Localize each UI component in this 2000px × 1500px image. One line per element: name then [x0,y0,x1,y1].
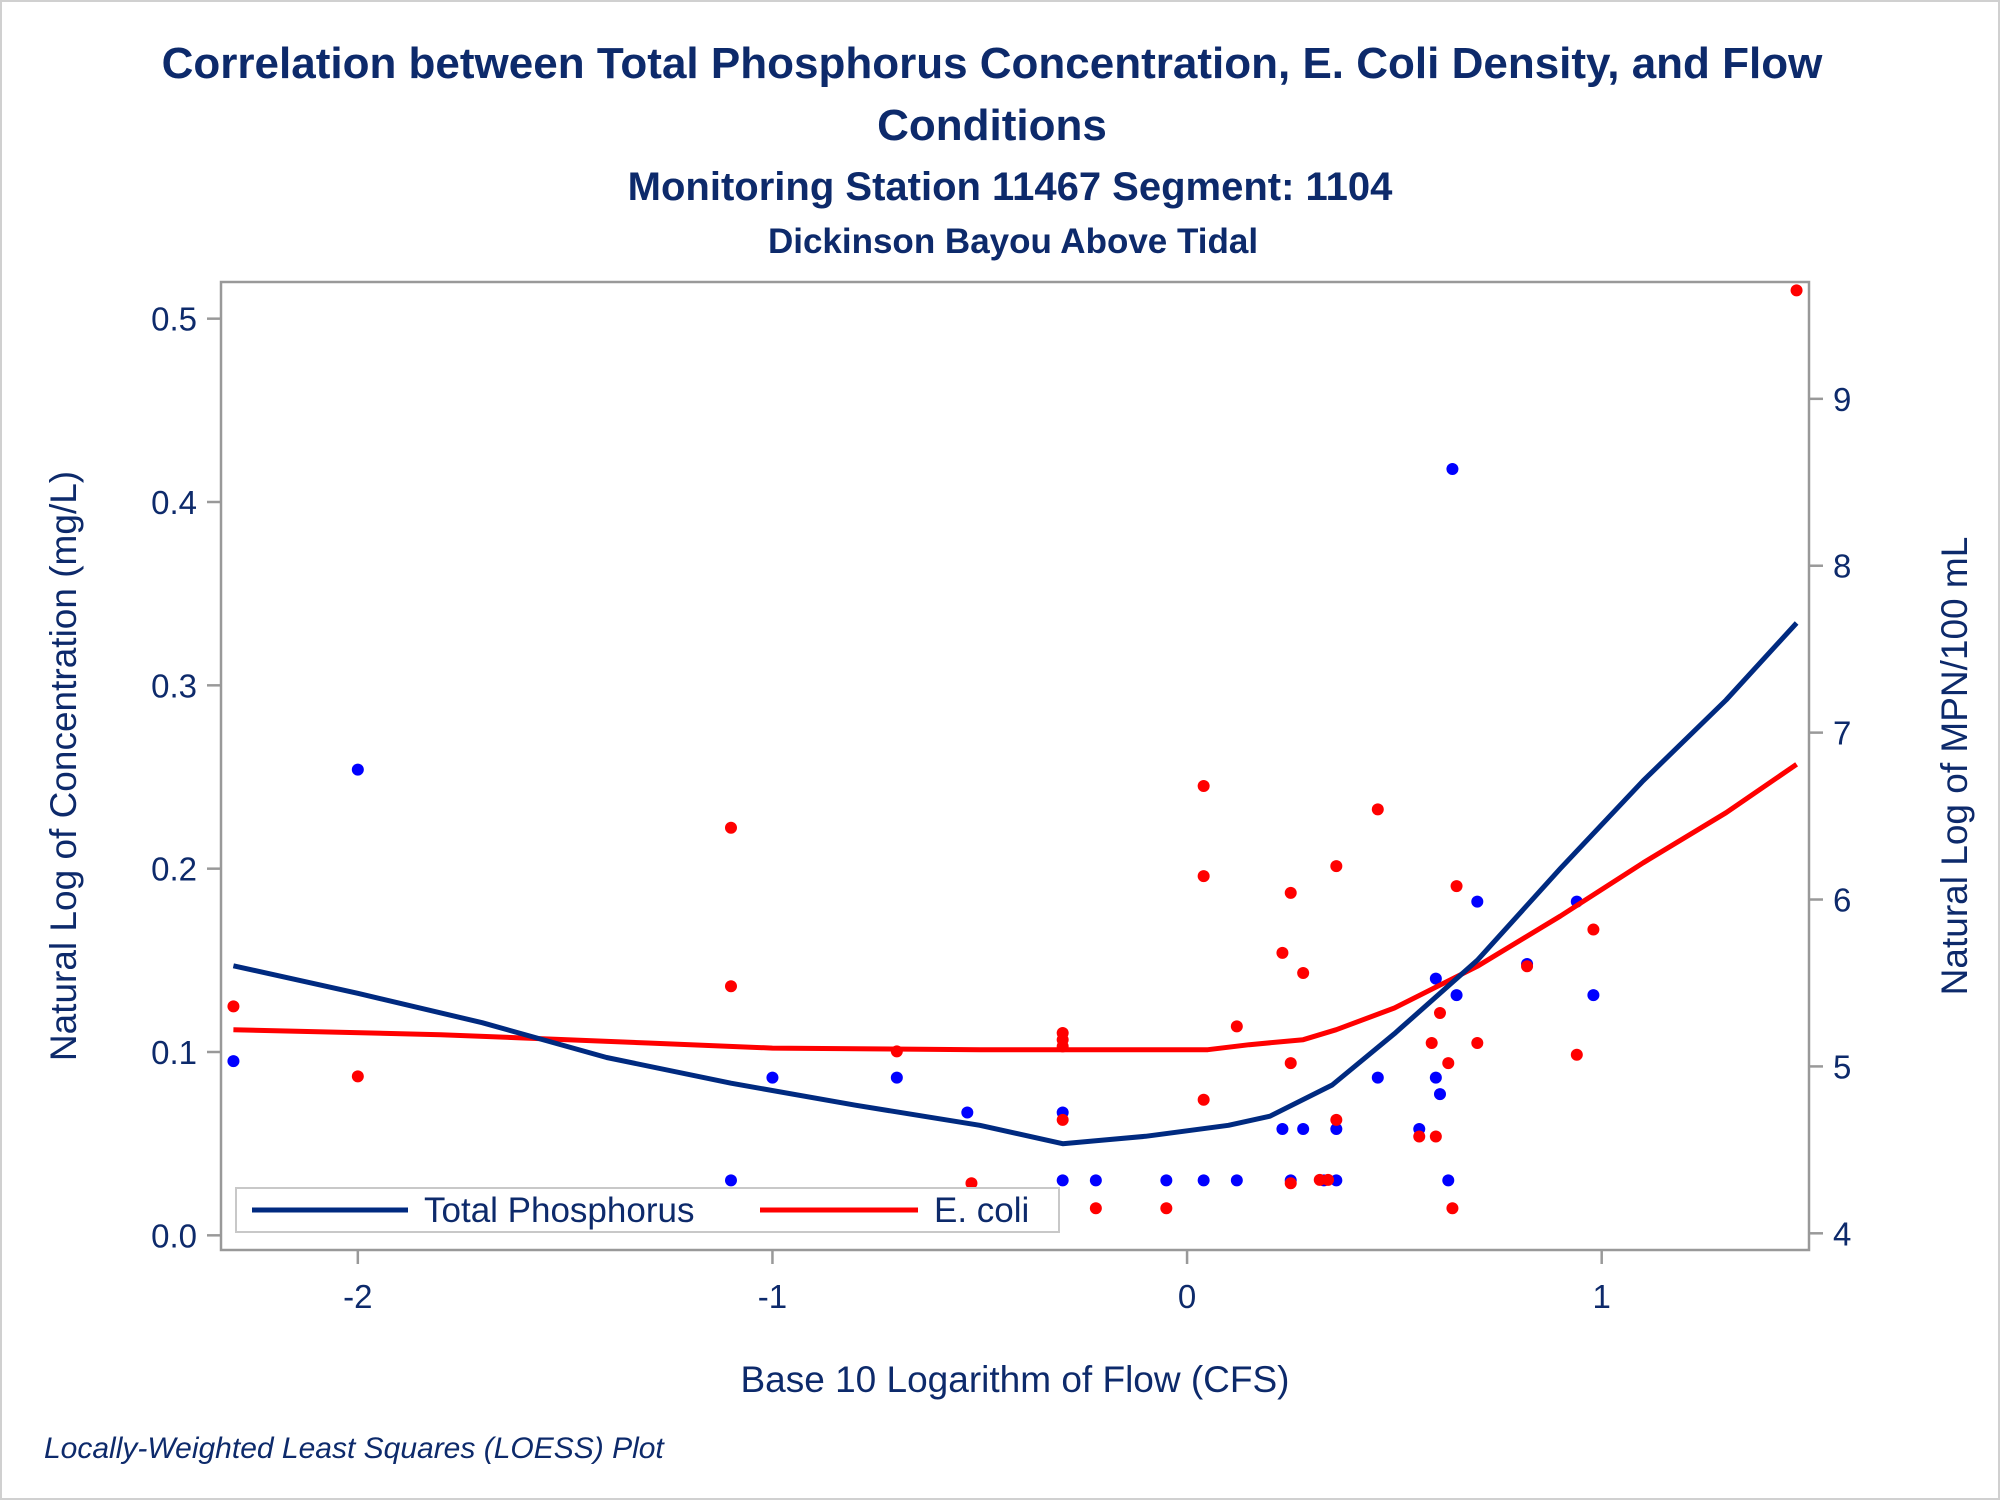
chart-subtitle: Monitoring Station 11467 Segment: 1104 [628,165,1393,209]
ecoli-point-34 [1471,1037,1484,1050]
footnote: Locally-Weighted Least Squares (LOESS) P… [44,1432,665,1465]
ecoli-point-12 [1160,1202,1173,1215]
ecoli-point-30 [1433,1007,1446,1020]
legend: Total Phosphorus E. coli [235,1187,1060,1233]
ecoli-point-26 [1371,803,1384,816]
chart-title-line2: Conditions [877,101,1107,150]
phosphorus-point-21 [1429,1071,1442,1084]
phosphorus-points [227,463,1600,1187]
left-tick-label-4: 0.4 [151,484,197,521]
ecoli-point-2 [724,821,737,834]
ecoli-point-29 [1429,1130,1442,1143]
phosphorus-point-16 [1330,1123,1343,1135]
ecoli-point-15 [1197,1093,1210,1106]
left-axis-ticks: 0.0 0.1 0.2 0.3 0.4 0.5 [151,301,221,1254]
ecoli-point-24 [1330,860,1343,873]
phosphorus-point-22 [1433,1088,1446,1101]
phosphorus-point-10 [1197,1174,1210,1187]
ecoli-points [227,284,1803,1221]
ecoli-point-33 [1450,880,1463,893]
phosphorus-point-18 [1371,1071,1384,1084]
ecoli-point-18 [1284,886,1297,899]
phosphorus-point-8 [1089,1174,1102,1187]
plot-area [219,280,1811,1252]
ecoli-point-21 [1297,966,1310,979]
phosphorus-point-3 [766,1071,779,1084]
phosphorus-loess-line [232,621,1799,1147]
right-tick-label-4: 8 [1833,548,1851,585]
ecoli-point-11 [1089,1202,1102,1215]
phosphorus-point-24 [1446,463,1459,475]
phosphorus-point-14 [1297,1123,1310,1135]
x-tick-label-3: 1 [1593,1278,1611,1315]
ecoli-point-20 [1284,1177,1297,1190]
right-tick-label-0: 4 [1833,1215,1851,1252]
phosphorus-point-5 [961,1106,974,1119]
ecoli-point-27 [1413,1130,1426,1143]
ecoli-point-35 [1521,960,1534,973]
ecoli-point-16 [1230,1020,1243,1033]
ecoli-point-3 [724,980,737,993]
right-tick-label-3: 7 [1833,715,1851,752]
x-axis-ticks: -2 -1 0 1 [343,1250,1611,1315]
ecoli-point-25 [1330,1113,1343,1126]
ecoli-point-17 [1276,946,1289,959]
phosphorus-point-7 [1056,1174,1069,1187]
ecoli-point-10 [1056,1113,1069,1126]
left-tick-label-2: 0.2 [151,851,197,888]
ecoli-point-28 [1425,1037,1438,1050]
ecoli-point-36 [1570,1048,1583,1061]
phosphorus-point-23 [1442,1174,1455,1187]
phosphorus-point-25 [1450,989,1463,1002]
phosphorus-point-12 [1276,1123,1289,1135]
phosphorus-point-20 [1429,972,1442,985]
ecoli-point-37 [1587,923,1600,936]
phosphorus-point-29 [1587,989,1600,1002]
left-tick-label-1: 0.1 [151,1034,197,1071]
ecoli-point-0 [227,1000,240,1013]
ecoli-point-23 [1322,1173,1335,1186]
left-tick-label-5: 0.5 [151,301,197,338]
phosphorus-point-4 [890,1071,903,1084]
ecoli-point-6 [965,1177,978,1190]
phosphorus-point-0 [227,1055,240,1068]
ecoli-point-38 [1790,284,1803,297]
ecoli-point-22 [1313,1173,1326,1186]
phosphorus-point-11 [1230,1174,1243,1187]
legend-label-ecoli: E. coli [934,1191,1029,1230]
legend-label-phosphorus: Total Phosphorus [424,1191,694,1230]
ecoli-point-14 [1197,870,1210,883]
ecoli-loess-line [233,762,1799,1053]
ecoli-point-32 [1446,1202,1459,1215]
ecoli-point-1 [351,1070,364,1083]
x-tick-label-0: -2 [343,1278,372,1315]
x-tick-label-2: 0 [1178,1278,1196,1315]
left-tick-label-0: 0.0 [151,1217,197,1254]
right-tick-label-5: 9 [1833,381,1851,418]
right-axis-ticks: 4 5 6 7 8 9 [1809,381,1851,1252]
x-axis-label: Base 10 Logarithm of Flow (CFS) [740,1359,1289,1400]
ecoli-point-31 [1442,1057,1455,1070]
chart-title-line1: Correlation between Total Phosphorus Con… [162,39,1823,88]
left-tick-label-3: 0.3 [151,667,197,704]
right-tick-label-1: 5 [1833,1048,1851,1085]
ecoli-point-19 [1284,1057,1297,1070]
phosphorus-point-2 [724,1174,737,1187]
x-tick-label-1: -1 [758,1278,787,1315]
y-axis-label-right: Natural Log of MPN/100 mL [1934,537,1975,996]
phosphorus-point-9 [1160,1174,1173,1187]
ecoli-point-13 [1197,780,1210,793]
phosphorus-point-1 [351,763,364,776]
chart-subtitle-2: Dickinson Bayou Above Tidal [768,222,1258,261]
y-axis-label-left: Natural Log of Concentration (mg/L) [43,471,84,1061]
phosphorus-point-26 [1471,895,1484,908]
right-tick-label-2: 6 [1833,882,1851,919]
